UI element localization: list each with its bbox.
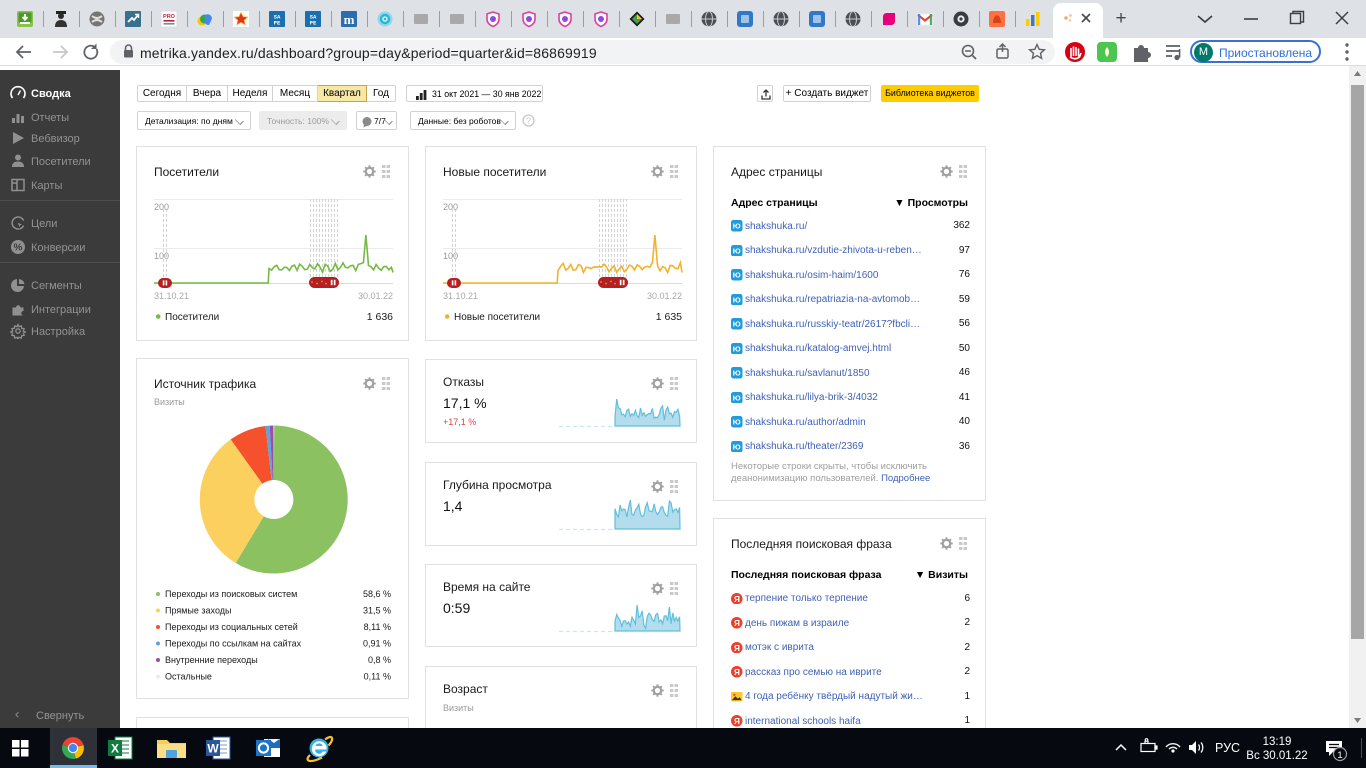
svg-text:31.10.21: 31.10.21 [154, 291, 189, 301]
svg-text:Переходы из социальных сетей: Переходы из социальных сетей [165, 622, 298, 632]
svg-text:200: 200 [154, 202, 169, 212]
svg-text:PRO: PRO [163, 14, 176, 20]
svg-text:Ю: Ю [733, 344, 741, 353]
svg-text:1: 1 [1337, 750, 1342, 761]
svg-text:Ю: Ю [733, 369, 741, 378]
svg-text:Ю: Ю [733, 418, 741, 427]
svg-text:0,8 %: 0,8 % [368, 655, 391, 665]
svg-text:Ю: Ю [733, 442, 741, 451]
svg-text:SA: SA [310, 14, 317, 21]
svg-text:Я: Я [734, 668, 740, 677]
svg-text:Ю: Ю [733, 271, 741, 280]
svg-text:?: ? [526, 116, 531, 126]
svg-text:РУС: РУС [1215, 741, 1240, 755]
svg-text:Прямые заходы: Прямые заходы [165, 606, 231, 616]
svg-text:13:19: 13:19 [1263, 736, 1292, 748]
svg-text:0,91 %: 0,91 % [363, 639, 391, 649]
svg-text:m: m [344, 12, 355, 27]
svg-text:31.10.21: 31.10.21 [443, 291, 478, 301]
svg-text:1 635: 1 635 [656, 311, 682, 323]
svg-text:W: W [207, 742, 219, 756]
svg-text:Я: Я [734, 717, 740, 726]
svg-text:0,11 %: 0,11 % [364, 672, 391, 682]
svg-text:100: 100 [443, 251, 458, 261]
svg-text:PE: PE [274, 20, 281, 27]
svg-text:Посетители: Посетители [165, 312, 219, 323]
svg-text:Остальные: Остальные [165, 672, 212, 682]
svg-text:Вс 30.01.22: Вс 30.01.22 [1246, 750, 1307, 762]
svg-text:Ю: Ю [733, 320, 741, 329]
svg-text:Я: Я [734, 594, 740, 603]
svg-text:1 636: 1 636 [367, 311, 393, 323]
svg-text:58,6 %: 58,6 % [363, 589, 391, 599]
svg-text:Переходы по ссылкам на сайтах: Переходы по ссылкам на сайтах [165, 639, 302, 649]
svg-text:X: X [111, 742, 119, 756]
svg-text:Ю: Ю [733, 246, 741, 255]
svg-text:Ю: Ю [733, 222, 741, 231]
svg-text:Новые посетители: Новые посетители [454, 312, 540, 323]
svg-text:30.01.22: 30.01.22 [647, 291, 682, 301]
svg-text:Я: Я [734, 643, 740, 652]
svg-text:Я: Я [734, 619, 740, 628]
svg-text:SA: SA [274, 14, 281, 21]
svg-text:31,5 %: 31,5 % [363, 606, 391, 616]
svg-text:%: % [14, 243, 23, 254]
svg-text:Внутренние переходы: Внутренние переходы [165, 655, 258, 665]
svg-text:200: 200 [443, 202, 458, 212]
svg-text:Переходы из поисковых систем: Переходы из поисковых систем [165, 589, 297, 599]
svg-text:Ю: Ю [733, 393, 741, 402]
svg-text:Ю: Ю [733, 295, 741, 304]
svg-text:8,11 %: 8,11 % [364, 622, 391, 632]
svg-text:100: 100 [154, 251, 169, 261]
svg-text:30.01.22: 30.01.22 [358, 291, 393, 301]
svg-text:PE: PE [310, 20, 317, 27]
